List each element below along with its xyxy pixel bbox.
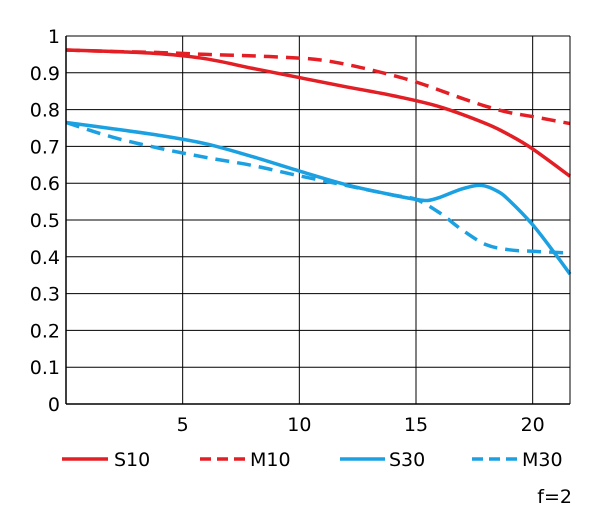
y-tick-label: 0.1 bbox=[30, 357, 60, 379]
series-line-m10 bbox=[65, 48, 571, 126]
y-axis-tick-labels: 0 0.1 0.2 0.3 0.4 0.5 0.6 0.7 0.8 0.9 1 bbox=[30, 26, 60, 416]
y-tick-label: 0.6 bbox=[30, 173, 60, 195]
legend-entry-s10: S10 bbox=[62, 449, 150, 471]
series-line-m30 bbox=[65, 120, 571, 255]
legend-entry-s30: S30 bbox=[340, 449, 425, 471]
y-tick-label: 0.8 bbox=[30, 100, 60, 122]
series-line-s30 bbox=[65, 120, 572, 276]
series-lines bbox=[65, 48, 572, 276]
x-tick-label: 10 bbox=[287, 414, 311, 436]
legend-label: S10 bbox=[114, 449, 150, 471]
x-tick-label: 20 bbox=[521, 414, 545, 436]
y-tick-label: 0.5 bbox=[30, 210, 60, 232]
legend-label: S30 bbox=[389, 449, 425, 471]
y-tick-label: 0 bbox=[48, 394, 60, 416]
legend-label: M10 bbox=[250, 449, 291, 471]
series-line-s10 bbox=[65, 48, 572, 178]
x-tick-label: 5 bbox=[177, 414, 189, 436]
plot-frame bbox=[65, 36, 571, 405]
y-tick-label: 0.3 bbox=[30, 284, 60, 306]
x-tick-label: 15 bbox=[404, 414, 428, 436]
y-tick-label: 0.2 bbox=[30, 320, 60, 342]
legend: S10 M10 S30 M30 bbox=[62, 449, 563, 471]
y-tick-label: 0.7 bbox=[30, 136, 60, 158]
legend-entry-m30: M30 bbox=[472, 449, 563, 471]
y-tick-label: 0.4 bbox=[30, 247, 60, 269]
legend-entry-m10: M10 bbox=[200, 449, 291, 471]
legend-label: M30 bbox=[522, 449, 563, 471]
y-tick-label: 0.9 bbox=[30, 63, 60, 85]
aperture-annotation: f=2 bbox=[537, 486, 572, 508]
grid bbox=[66, 35, 570, 405]
x-axis-tick-labels: 5 10 15 20 bbox=[177, 414, 545, 436]
y-tick-label: 1 bbox=[48, 26, 60, 48]
